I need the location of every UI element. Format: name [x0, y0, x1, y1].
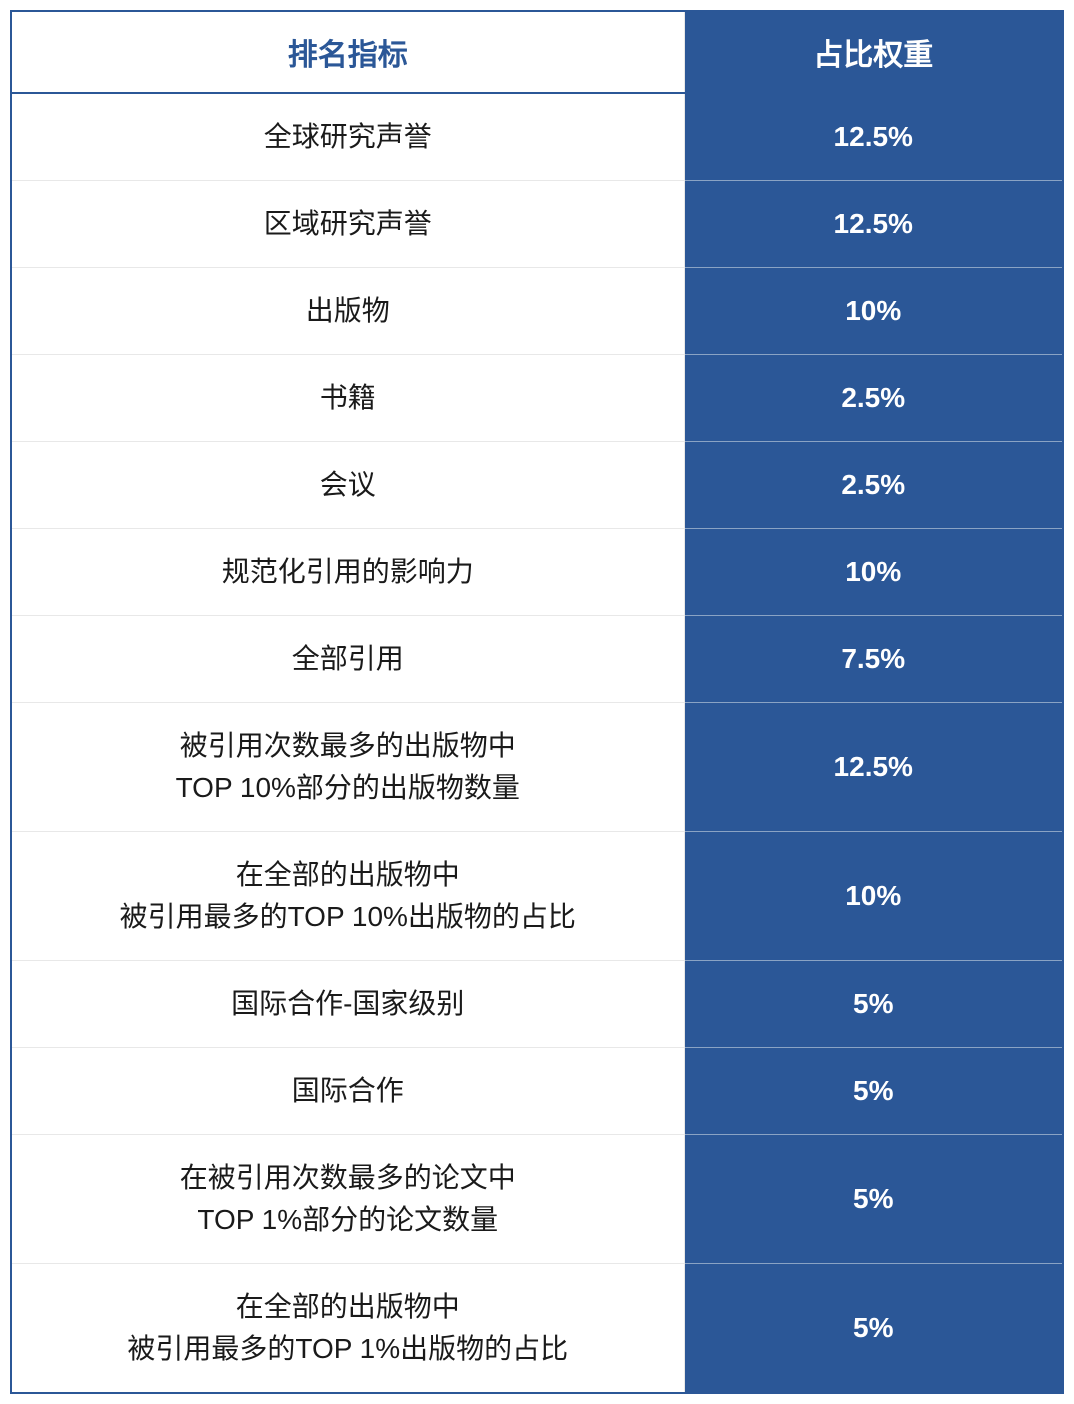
cell-weight: 12.5% [684, 93, 1062, 181]
table-row: 国际合作 5% [12, 1048, 1062, 1135]
cell-weight: 5% [684, 961, 1062, 1048]
table-header: 排名指标 占比权重 [12, 12, 1062, 93]
header-row: 排名指标 占比权重 [12, 12, 1062, 93]
table-row: 书籍 2.5% [12, 355, 1062, 442]
table-row: 规范化引用的影响力 10% [12, 529, 1062, 616]
cell-indicator: 会议 [12, 442, 684, 529]
table-row: 区域研究声誉 12.5% [12, 181, 1062, 268]
cell-indicator: 在全部的出版物中 被引用最多的TOP 1%出版物的占比 [12, 1264, 684, 1393]
cell-indicator: 国际合作 [12, 1048, 684, 1135]
table-row: 在全部的出版物中 被引用最多的TOP 1%出版物的占比 5% [12, 1264, 1062, 1393]
header-indicator: 排名指标 [12, 12, 684, 93]
table-row: 国际合作-国家级别 5% [12, 961, 1062, 1048]
cell-indicator: 在被引用次数最多的论文中 TOP 1%部分的论文数量 [12, 1135, 684, 1264]
cell-weight: 5% [684, 1264, 1062, 1393]
cell-weight: 5% [684, 1048, 1062, 1135]
table-row: 被引用次数最多的出版物中 TOP 10%部分的出版物数量 12.5% [12, 703, 1062, 832]
cell-weight: 5% [684, 1135, 1062, 1264]
table-row: 会议 2.5% [12, 442, 1062, 529]
cell-indicator: 全球研究声誉 [12, 93, 684, 181]
table: 排名指标 占比权重 全球研究声誉 12.5% 区域研究声誉 12.5% 出版物 … [12, 12, 1062, 1392]
table-row: 出版物 10% [12, 268, 1062, 355]
cell-indicator: 在全部的出版物中 被引用最多的TOP 10%出版物的占比 [12, 832, 684, 961]
table-row: 在全部的出版物中 被引用最多的TOP 10%出版物的占比 10% [12, 832, 1062, 961]
cell-weight: 2.5% [684, 442, 1062, 529]
table-body: 全球研究声誉 12.5% 区域研究声誉 12.5% 出版物 10% 书籍 2.5… [12, 93, 1062, 1392]
cell-weight: 10% [684, 832, 1062, 961]
table-row: 全部引用 7.5% [12, 616, 1062, 703]
cell-indicator: 国际合作-国家级别 [12, 961, 684, 1048]
cell-weight: 12.5% [684, 703, 1062, 832]
cell-weight: 10% [684, 268, 1062, 355]
cell-weight: 10% [684, 529, 1062, 616]
cell-indicator: 规范化引用的影响力 [12, 529, 684, 616]
ranking-weights-table: 排名指标 占比权重 全球研究声誉 12.5% 区域研究声誉 12.5% 出版物 … [10, 10, 1064, 1394]
cell-indicator: 全部引用 [12, 616, 684, 703]
header-weight: 占比权重 [684, 12, 1062, 93]
table-row: 在被引用次数最多的论文中 TOP 1%部分的论文数量 5% [12, 1135, 1062, 1264]
cell-weight: 2.5% [684, 355, 1062, 442]
table-row: 全球研究声誉 12.5% [12, 93, 1062, 181]
cell-indicator: 书籍 [12, 355, 684, 442]
cell-indicator: 区域研究声誉 [12, 181, 684, 268]
cell-weight: 7.5% [684, 616, 1062, 703]
cell-weight: 12.5% [684, 181, 1062, 268]
cell-indicator: 出版物 [12, 268, 684, 355]
cell-indicator: 被引用次数最多的出版物中 TOP 10%部分的出版物数量 [12, 703, 684, 832]
